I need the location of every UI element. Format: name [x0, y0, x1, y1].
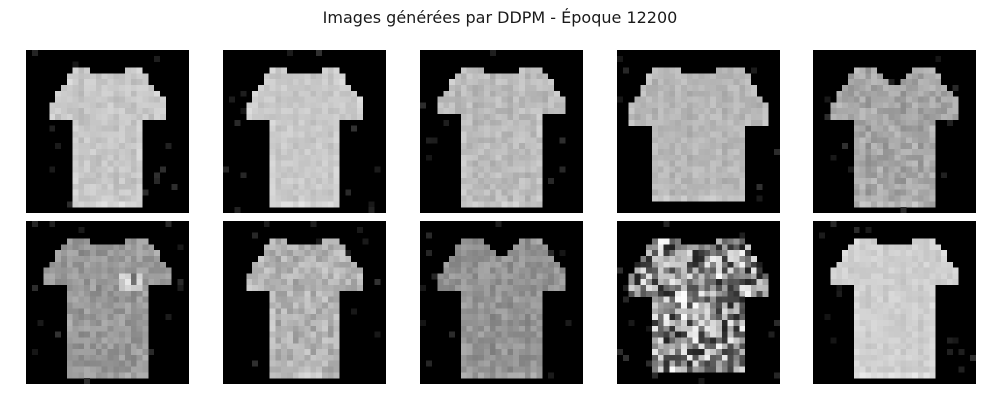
generated-sample-image [420, 50, 583, 213]
generated-sample-image [617, 221, 780, 384]
sample-pixels [617, 221, 780, 384]
sample-pixels [223, 221, 386, 384]
generated-sample-image [26, 50, 189, 213]
generated-sample-image [813, 50, 976, 213]
figure-title: Images générées par DDPM - Époque 12200 [322, 8, 678, 27]
generated-sample-image [223, 221, 386, 384]
sample-pixels [420, 221, 583, 384]
generated-sample-image [420, 221, 583, 384]
sample-pixels [813, 221, 976, 384]
sample-pixels [617, 50, 780, 213]
sample-pixels [223, 50, 386, 213]
sample-pixels [813, 50, 976, 213]
sample-pixels [26, 50, 189, 213]
generated-sample-image [26, 221, 189, 384]
generated-sample-image [813, 221, 976, 384]
sample-pixels [26, 221, 189, 384]
generated-sample-image [223, 50, 386, 213]
sample-pixels [420, 50, 583, 213]
generated-sample-image [617, 50, 780, 213]
